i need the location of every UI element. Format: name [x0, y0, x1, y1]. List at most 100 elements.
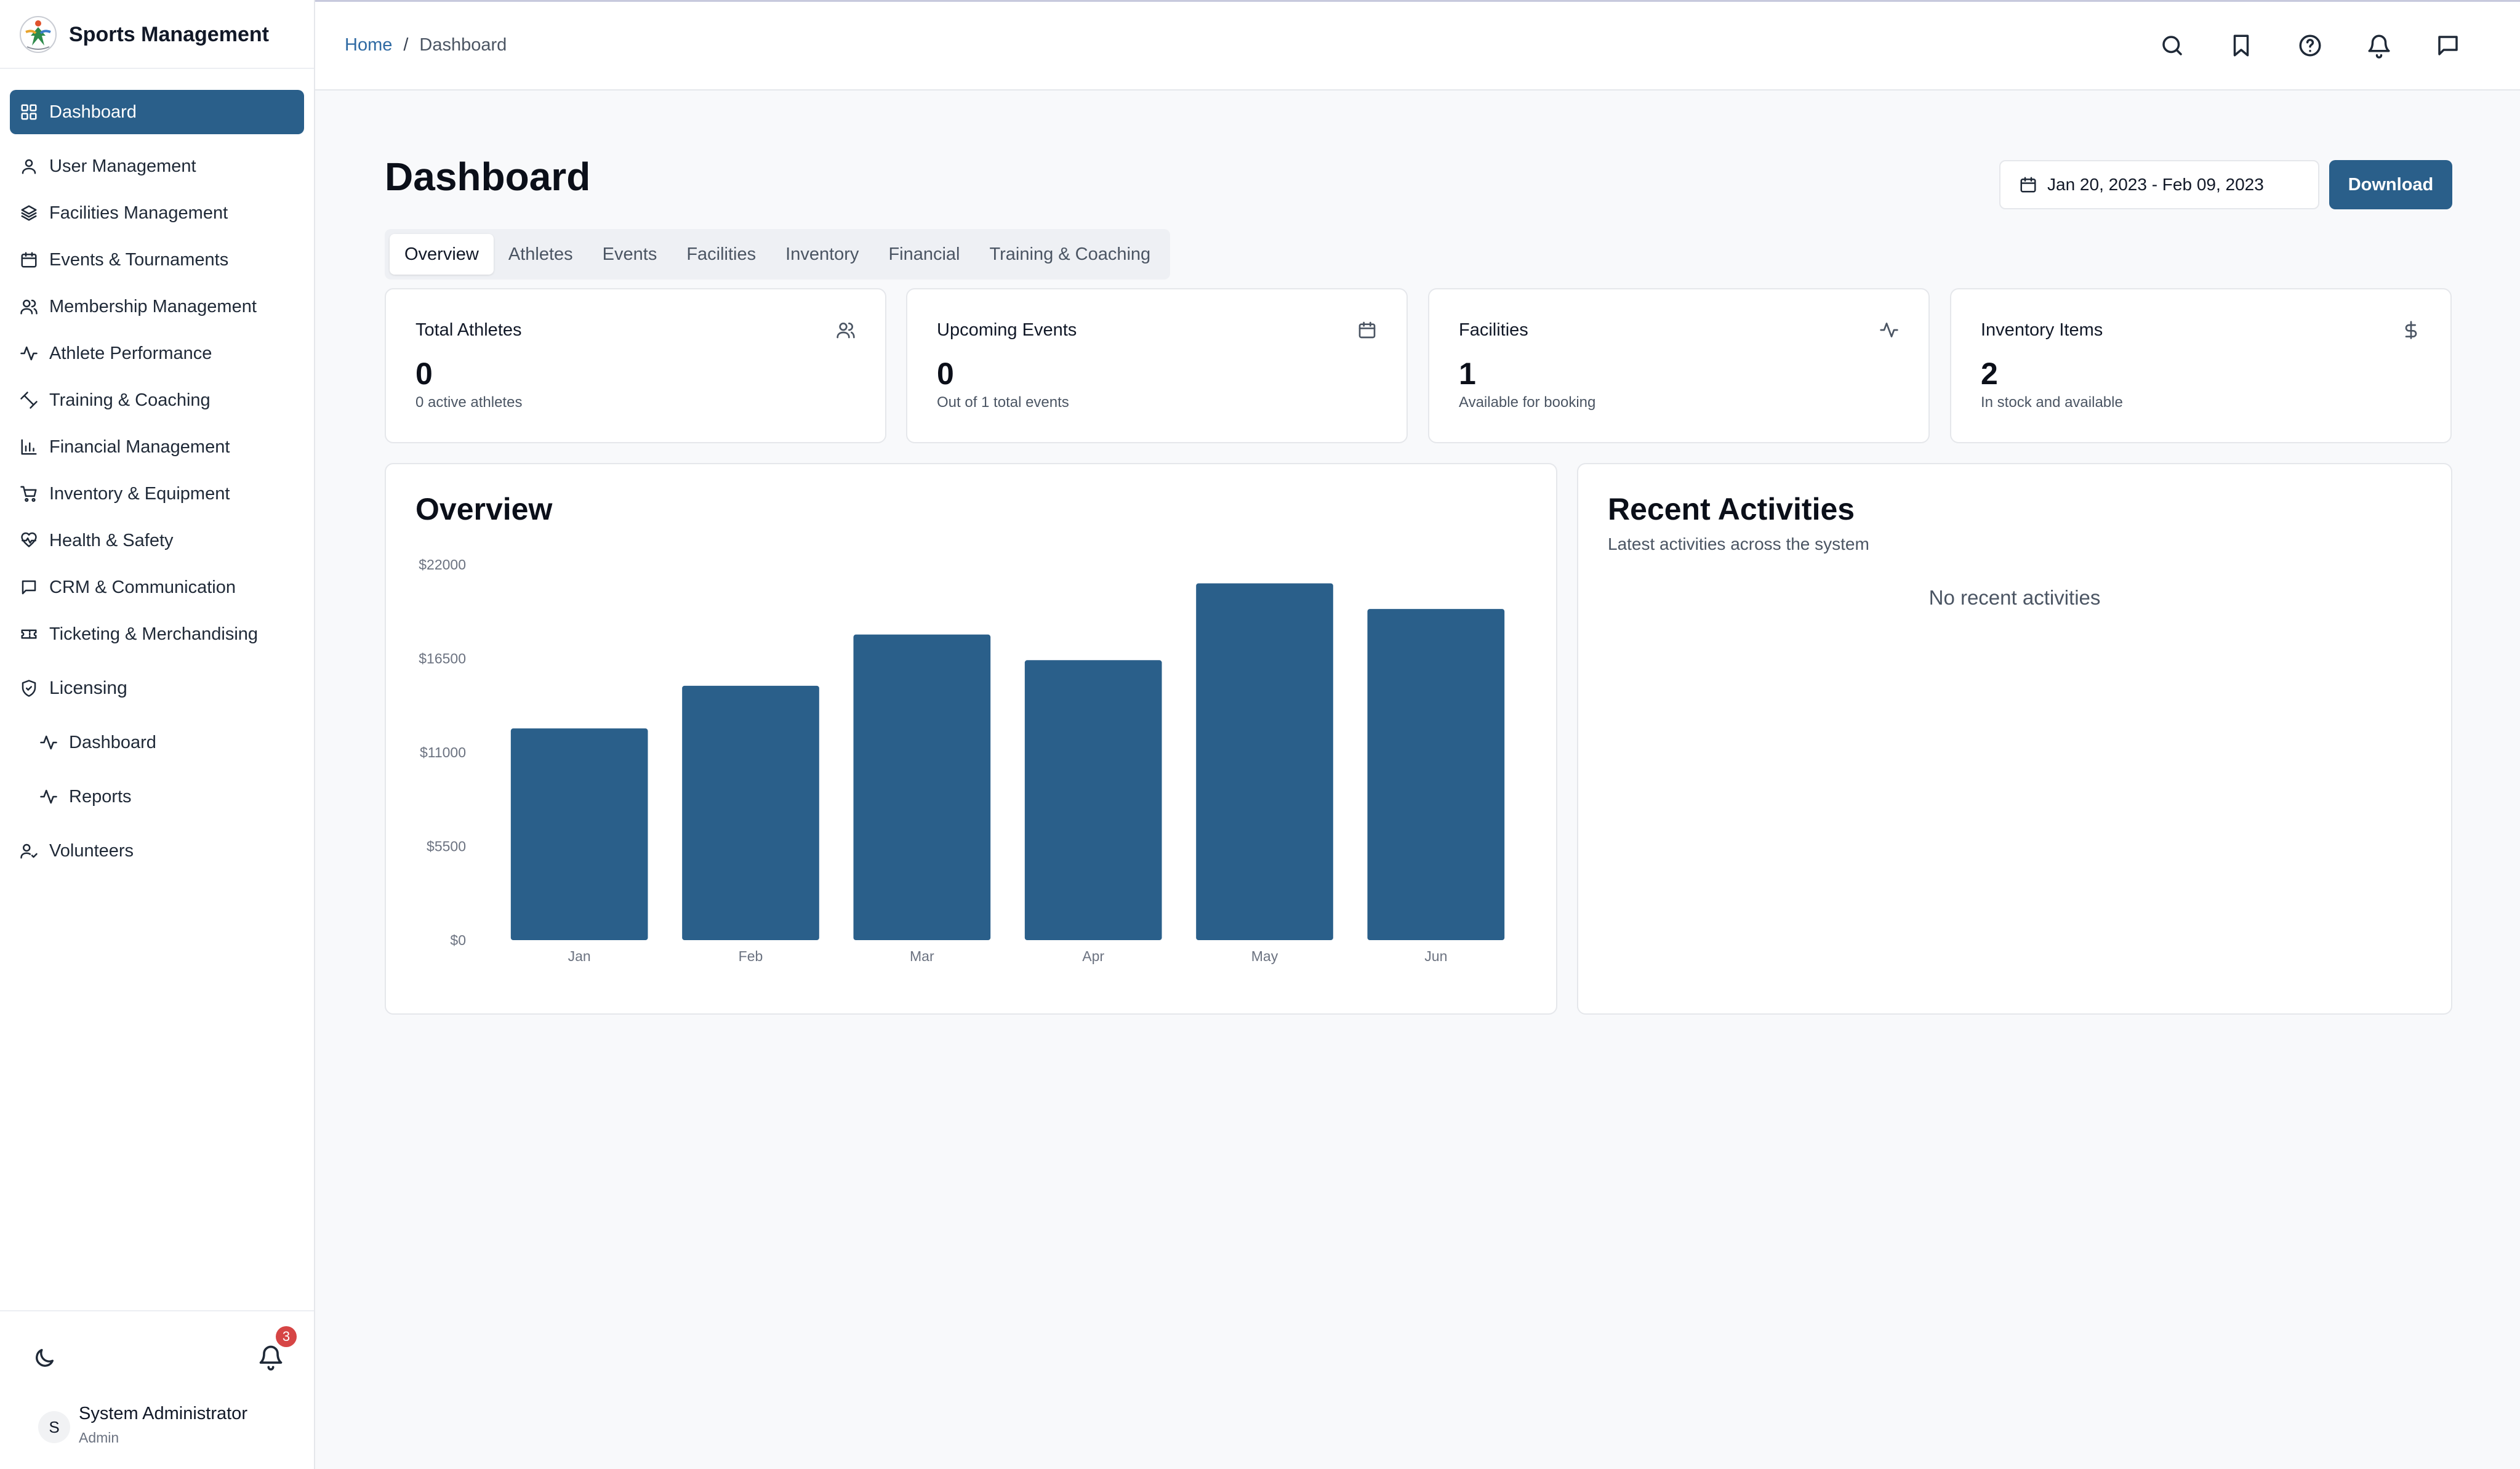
- header-notifications-button[interactable]: [2366, 33, 2392, 58]
- sidebar-item-label: Athlete Performance: [49, 343, 212, 363]
- bar-jun[interactable]: [1367, 609, 1505, 940]
- sidebar-item-licensing-dashboard[interactable]: Dashboard: [10, 720, 304, 765]
- bar-apr[interactable]: [1024, 660, 1162, 940]
- ticket-icon: [20, 625, 38, 643]
- x-tick-label: Feb: [739, 948, 763, 964]
- help-icon: [2299, 34, 2321, 57]
- sidebar-item-health-safety[interactable]: Health & Safety: [10, 518, 304, 563]
- sidebar-item-label: Dashboard: [49, 102, 137, 122]
- bookmark-button[interactable]: [2228, 33, 2254, 58]
- sidebar-item-label: Training & Coaching: [49, 390, 211, 410]
- bell-icon: [259, 1345, 283, 1370]
- activity-icon: [20, 344, 38, 363]
- sidebar-item-label: Reports: [69, 786, 132, 807]
- x-tick-label: Jan: [568, 948, 591, 964]
- sidebar-item-label: Financial Management: [49, 437, 230, 457]
- sidebar-item-dashboard[interactable]: Dashboard: [10, 90, 304, 134]
- breadcrumb-current: Dashboard: [419, 35, 507, 55]
- sidebar-item-label: Facilities Management: [49, 203, 228, 223]
- tab-inventory[interactable]: Inventory: [785, 244, 859, 264]
- search-icon: [2162, 36, 2182, 55]
- x-tick-label: Apr: [1082, 948, 1104, 964]
- sidebar-item-facilities-management[interactable]: Facilities Management: [10, 191, 304, 235]
- notification-count-badge: 3: [276, 1326, 297, 1347]
- stat-label: Upcoming Events: [937, 320, 1077, 340]
- activity-icon: [39, 733, 58, 752]
- stat-value: 2: [1981, 356, 1998, 391]
- stat-card-facilities: Facilities 1 Available for booking: [1428, 288, 1930, 443]
- sidebar-item-membership-management[interactable]: Membership Management: [10, 284, 304, 329]
- page-title: Dashboard: [385, 155, 591, 199]
- divider: [0, 68, 314, 69]
- date-range-picker[interactable]: Jan 20, 2023 - Feb 09, 2023: [1999, 160, 2319, 209]
- sidebar-item-crm-communication[interactable]: CRM & Communication: [10, 565, 304, 610]
- user-name[interactable]: System Administrator: [79, 1404, 247, 1423]
- tab-facilities[interactable]: Facilities: [686, 244, 756, 264]
- date-range-label: Jan 20, 2023 - Feb 09, 2023: [2047, 175, 2264, 194]
- sidebar-item-label: Volunteers: [49, 840, 134, 861]
- bar-jan[interactable]: [510, 728, 648, 940]
- sidebar-item-licensing-reports[interactable]: Reports: [10, 775, 304, 819]
- download-button[interactable]: Download: [2329, 160, 2452, 209]
- sidebar-item-label: Licensing: [49, 678, 127, 698]
- breadcrumb: Home / Dashboard: [345, 35, 507, 55]
- avatar[interactable]: S: [38, 1411, 70, 1443]
- stat-value: 1: [1459, 356, 1476, 391]
- bar-may[interactable]: [1196, 583, 1333, 941]
- x-tick-label: May: [1251, 948, 1278, 964]
- bar-mar[interactable]: [853, 634, 991, 940]
- sidebar-item-events-tournaments[interactable]: Events & Tournaments: [10, 238, 304, 282]
- stat-label: Inventory Items: [1981, 320, 2103, 340]
- user-check-icon: [20, 842, 38, 860]
- sidebar-item-inventory-equipment[interactable]: Inventory & Equipment: [10, 472, 304, 516]
- heart-pulse-icon: [20, 531, 38, 550]
- stat-subtext: Available for booking: [1459, 394, 1596, 411]
- moon-icon: [36, 1349, 54, 1367]
- tab-events[interactable]: Events: [602, 244, 657, 264]
- shield-icon: [20, 679, 38, 698]
- logo-icon: [20, 16, 57, 53]
- overview-bar-chart: $0 $5500 $11000 $16500 $22000 Jan Feb Mar Apr May…: [419, 557, 1505, 964]
- sidebar-item-volunteers[interactable]: Volunteers: [10, 829, 304, 873]
- sidebar-group-licensing[interactable]: Licensing: [10, 666, 304, 710]
- brand[interactable]: Sports Management: [18, 15, 269, 54]
- stat-card-total-athletes: Total Athletes 0 0 active athletes: [385, 288, 886, 443]
- cart-icon: [20, 485, 38, 503]
- calendar-icon: [20, 251, 38, 269]
- overview-panel: Overview $0 $5500 $11000 $16500 $22000 Jan Feb…: [385, 463, 1557, 1015]
- message-icon: [2438, 36, 2458, 55]
- recent-activities-panel: Recent Activities Latest activities acro…: [1577, 463, 2452, 1015]
- y-tick-label: $16500: [419, 651, 466, 667]
- sidebar-item-user-management[interactable]: User Management: [10, 144, 304, 188]
- sidebar-item-training-coaching[interactable]: Training & Coaching: [10, 378, 304, 422]
- stat-subtext: 0 active athletes: [415, 394, 523, 411]
- breadcrumb-home-link[interactable]: Home: [345, 35, 393, 55]
- message-icon: [20, 578, 38, 597]
- messages-button[interactable]: [2435, 33, 2461, 58]
- tab-athletes[interactable]: Athletes: [508, 244, 573, 264]
- search-button[interactable]: [2159, 33, 2185, 58]
- users-icon: [20, 297, 38, 316]
- top-border: [0, 0, 2520, 2]
- activity-icon: [1879, 320, 1899, 340]
- y-tick-label: $5500: [427, 839, 466, 855]
- sidebar-item-athlete-performance[interactable]: Athlete Performance: [10, 331, 304, 376]
- recent-activities-subtitle: Latest activities across the system: [1608, 534, 1869, 553]
- tab-overview[interactable]: Overview: [390, 234, 494, 275]
- stat-value: 0: [415, 356, 433, 391]
- theme-toggle-button[interactable]: [32, 1346, 57, 1370]
- sidebar-item-label: Inventory & Equipment: [49, 483, 230, 504]
- app-title: Sports Management: [69, 22, 269, 46]
- sidebar-item-ticketing-merchandising[interactable]: Ticketing & Merchandising: [10, 612, 304, 656]
- sidebar-item-label: Dashboard: [69, 732, 156, 752]
- dashboard-tabs: Overview Athletes Events Facilities Inve…: [385, 229, 1171, 280]
- sidebar-item-financial-management[interactable]: Financial Management: [10, 425, 304, 469]
- help-button[interactable]: [2297, 33, 2323, 58]
- bookmark-icon: [2233, 34, 2249, 57]
- bar-feb[interactable]: [682, 685, 819, 940]
- tab-training-coaching[interactable]: Training & Coaching: [989, 244, 1151, 264]
- user-role: Admin: [79, 1430, 119, 1446]
- bell-icon: [2368, 34, 2390, 58]
- tab-financial[interactable]: Financial: [888, 244, 960, 264]
- notifications-button[interactable]: [257, 1343, 284, 1370]
